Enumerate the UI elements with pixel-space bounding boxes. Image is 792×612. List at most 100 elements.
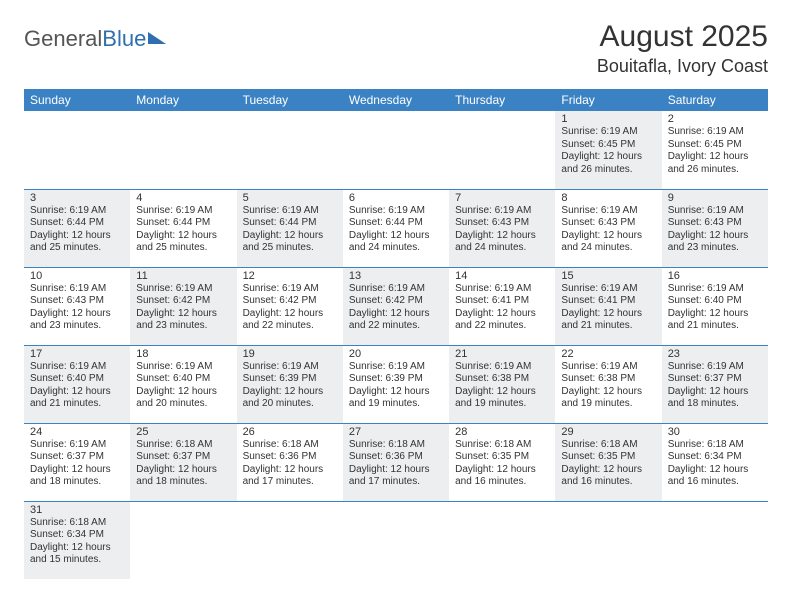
daylight-text: Daylight: 12 hours <box>561 308 655 321</box>
day-number: 7 <box>455 192 549 204</box>
day-header: Thursday <box>449 89 555 111</box>
sunset-text: Sunset: 6:44 PM <box>136 217 230 230</box>
daylight-text: Daylight: 12 hours <box>561 151 655 164</box>
sunset-text: Sunset: 6:41 PM <box>455 295 549 308</box>
sunrise-text: Sunrise: 6:19 AM <box>668 205 762 218</box>
day-header: Monday <box>130 89 236 111</box>
calendar-cell <box>555 501 661 579</box>
calendar-head: SundayMondayTuesdayWednesdayThursdayFrid… <box>24 89 768 111</box>
calendar-cell <box>130 501 236 579</box>
sunset-text: Sunset: 6:44 PM <box>30 217 124 230</box>
daylight-text: Daylight: 12 hours <box>668 308 762 321</box>
day-number: 16 <box>668 270 762 282</box>
daylight-text: and 20 minutes. <box>243 398 337 411</box>
day-header: Saturday <box>662 89 768 111</box>
calendar-cell: 8Sunrise: 6:19 AMSunset: 6:43 PMDaylight… <box>555 189 661 267</box>
sunrise-text: Sunrise: 6:19 AM <box>561 205 655 218</box>
sunrise-text: Sunrise: 6:19 AM <box>561 361 655 374</box>
calendar-cell <box>343 501 449 579</box>
calendar-row: 10Sunrise: 6:19 AMSunset: 6:43 PMDayligh… <box>24 267 768 345</box>
sunrise-text: Sunrise: 6:19 AM <box>668 126 762 139</box>
sunrise-text: Sunrise: 6:19 AM <box>455 205 549 218</box>
daylight-text: and 23 minutes. <box>136 320 230 333</box>
sunset-text: Sunset: 6:37 PM <box>668 373 762 386</box>
daylight-text: Daylight: 12 hours <box>243 308 337 321</box>
calendar-cell: 4Sunrise: 6:19 AMSunset: 6:44 PMDaylight… <box>130 189 236 267</box>
logo-triangle-icon <box>148 32 166 44</box>
calendar-cell <box>130 111 236 189</box>
calendar-cell: 2Sunrise: 6:19 AMSunset: 6:45 PMDaylight… <box>662 111 768 189</box>
calendar-cell: 24Sunrise: 6:19 AMSunset: 6:37 PMDayligh… <box>24 423 130 501</box>
daylight-text: and 19 minutes. <box>455 398 549 411</box>
day-number: 11 <box>136 270 230 282</box>
calendar-table: SundayMondayTuesdayWednesdayThursdayFrid… <box>24 89 768 579</box>
calendar-cell: 14Sunrise: 6:19 AMSunset: 6:41 PMDayligh… <box>449 267 555 345</box>
daylight-text: and 20 minutes. <box>136 398 230 411</box>
sunset-text: Sunset: 6:44 PM <box>243 217 337 230</box>
sunset-text: Sunset: 6:42 PM <box>136 295 230 308</box>
daylight-text: and 24 minutes. <box>455 242 549 255</box>
daylight-text: and 18 minutes. <box>30 476 124 489</box>
day-number: 26 <box>243 426 337 438</box>
daylight-text: and 23 minutes. <box>30 320 124 333</box>
sunset-text: Sunset: 6:34 PM <box>668 451 762 464</box>
daylight-text: and 26 minutes. <box>668 164 762 177</box>
daylight-text: Daylight: 12 hours <box>455 230 549 243</box>
daylight-text: and 25 minutes. <box>243 242 337 255</box>
calendar-cell: 15Sunrise: 6:19 AMSunset: 6:41 PMDayligh… <box>555 267 661 345</box>
calendar-body: 1Sunrise: 6:19 AMSunset: 6:45 PMDaylight… <box>24 111 768 579</box>
sunrise-text: Sunrise: 6:18 AM <box>349 439 443 452</box>
sunset-text: Sunset: 6:41 PM <box>561 295 655 308</box>
day-number: 12 <box>243 270 337 282</box>
daylight-text: Daylight: 12 hours <box>349 386 443 399</box>
sunrise-text: Sunrise: 6:19 AM <box>349 283 443 296</box>
calendar-cell: 25Sunrise: 6:18 AMSunset: 6:37 PMDayligh… <box>130 423 236 501</box>
daylight-text: and 17 minutes. <box>243 476 337 489</box>
day-number: 29 <box>561 426 655 438</box>
daylight-text: Daylight: 12 hours <box>349 308 443 321</box>
sunrise-text: Sunrise: 6:19 AM <box>30 205 124 218</box>
sunrise-text: Sunrise: 6:19 AM <box>136 283 230 296</box>
sunset-text: Sunset: 6:40 PM <box>668 295 762 308</box>
daylight-text: and 22 minutes. <box>243 320 337 333</box>
calendar-cell: 31Sunrise: 6:18 AMSunset: 6:34 PMDayligh… <box>24 501 130 579</box>
sunset-text: Sunset: 6:36 PM <box>349 451 443 464</box>
day-number: 17 <box>30 348 124 360</box>
daylight-text: Daylight: 12 hours <box>349 464 443 477</box>
sunrise-text: Sunrise: 6:19 AM <box>455 283 549 296</box>
daylight-text: and 17 minutes. <box>349 476 443 489</box>
daylight-text: Daylight: 12 hours <box>243 386 337 399</box>
sunrise-text: Sunrise: 6:19 AM <box>561 126 655 139</box>
calendar-cell <box>449 501 555 579</box>
sunrise-text: Sunrise: 6:19 AM <box>136 361 230 374</box>
daylight-text: and 16 minutes. <box>668 476 762 489</box>
header: GeneralBlue August 2025 Bouitafla, Ivory… <box>24 20 768 77</box>
calendar-cell: 13Sunrise: 6:19 AMSunset: 6:42 PMDayligh… <box>343 267 449 345</box>
calendar-cell <box>662 501 768 579</box>
calendar-cell: 27Sunrise: 6:18 AMSunset: 6:36 PMDayligh… <box>343 423 449 501</box>
calendar-cell: 19Sunrise: 6:19 AMSunset: 6:39 PMDayligh… <box>237 345 343 423</box>
sunset-text: Sunset: 6:35 PM <box>561 451 655 464</box>
day-number: 19 <box>243 348 337 360</box>
sunset-text: Sunset: 6:37 PM <box>136 451 230 464</box>
calendar-row: 3Sunrise: 6:19 AMSunset: 6:44 PMDaylight… <box>24 189 768 267</box>
day-number: 30 <box>668 426 762 438</box>
sunset-text: Sunset: 6:36 PM <box>243 451 337 464</box>
header-row: SundayMondayTuesdayWednesdayThursdayFrid… <box>24 89 768 111</box>
daylight-text: and 25 minutes. <box>30 242 124 255</box>
daylight-text: Daylight: 12 hours <box>243 464 337 477</box>
daylight-text: and 22 minutes. <box>455 320 549 333</box>
daylight-text: and 26 minutes. <box>561 164 655 177</box>
sunrise-text: Sunrise: 6:19 AM <box>668 361 762 374</box>
sunset-text: Sunset: 6:43 PM <box>668 217 762 230</box>
daylight-text: and 21 minutes. <box>30 398 124 411</box>
calendar-cell: 30Sunrise: 6:18 AMSunset: 6:34 PMDayligh… <box>662 423 768 501</box>
daylight-text: Daylight: 12 hours <box>668 230 762 243</box>
calendar-cell: 9Sunrise: 6:19 AMSunset: 6:43 PMDaylight… <box>662 189 768 267</box>
daylight-text: and 15 minutes. <box>30 554 124 567</box>
daylight-text: and 21 minutes. <box>668 320 762 333</box>
sunrise-text: Sunrise: 6:18 AM <box>561 439 655 452</box>
day-number: 2 <box>668 113 762 125</box>
day-number: 13 <box>349 270 443 282</box>
sunset-text: Sunset: 6:38 PM <box>455 373 549 386</box>
